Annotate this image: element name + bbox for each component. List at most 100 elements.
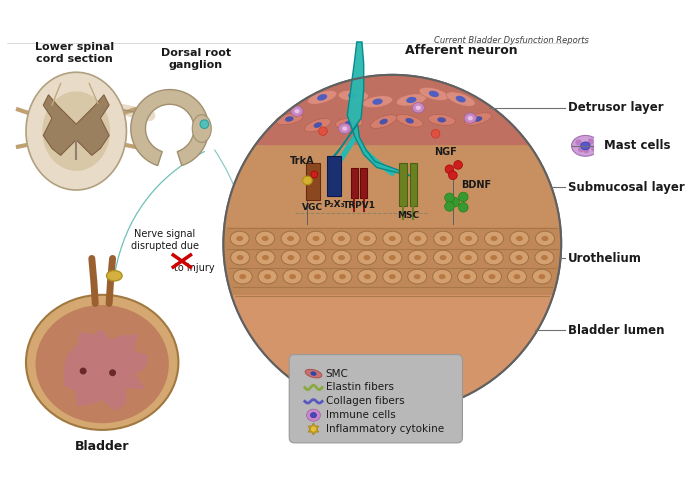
Ellipse shape bbox=[237, 255, 244, 260]
Text: MSC: MSC bbox=[397, 211, 419, 220]
Ellipse shape bbox=[294, 109, 300, 114]
Ellipse shape bbox=[397, 94, 426, 106]
Ellipse shape bbox=[287, 236, 294, 241]
Text: TRPV1: TRPV1 bbox=[343, 201, 376, 210]
Text: Bladder: Bladder bbox=[75, 440, 130, 453]
Ellipse shape bbox=[364, 255, 370, 260]
Ellipse shape bbox=[510, 250, 529, 265]
Ellipse shape bbox=[484, 231, 504, 246]
Ellipse shape bbox=[239, 274, 246, 279]
Circle shape bbox=[453, 160, 462, 169]
Text: Urothelium: Urothelium bbox=[568, 252, 642, 265]
Circle shape bbox=[588, 139, 593, 144]
Ellipse shape bbox=[313, 255, 320, 260]
Ellipse shape bbox=[484, 250, 504, 265]
Ellipse shape bbox=[305, 118, 331, 132]
Text: Mast cells: Mast cells bbox=[604, 140, 671, 152]
Ellipse shape bbox=[305, 369, 322, 378]
Bar bbox=[410, 163, 417, 206]
Text: NGF: NGF bbox=[434, 147, 457, 157]
Ellipse shape bbox=[285, 116, 294, 122]
Polygon shape bbox=[233, 296, 552, 411]
Ellipse shape bbox=[307, 409, 320, 421]
Ellipse shape bbox=[357, 250, 377, 265]
Ellipse shape bbox=[36, 305, 169, 423]
Ellipse shape bbox=[434, 250, 453, 265]
Ellipse shape bbox=[434, 231, 453, 246]
Ellipse shape bbox=[364, 236, 370, 241]
Polygon shape bbox=[225, 146, 560, 228]
Circle shape bbox=[319, 127, 327, 135]
Ellipse shape bbox=[264, 274, 271, 279]
Bar bbox=[306, 163, 320, 199]
Circle shape bbox=[445, 193, 454, 202]
Polygon shape bbox=[131, 89, 209, 166]
Ellipse shape bbox=[311, 412, 316, 418]
Circle shape bbox=[449, 171, 458, 180]
Circle shape bbox=[578, 146, 584, 152]
Ellipse shape bbox=[283, 269, 302, 284]
Ellipse shape bbox=[580, 142, 590, 150]
Ellipse shape bbox=[230, 231, 249, 246]
Text: Bladder lumen: Bladder lumen bbox=[568, 324, 665, 337]
Ellipse shape bbox=[383, 269, 402, 284]
Ellipse shape bbox=[414, 255, 421, 260]
Ellipse shape bbox=[256, 250, 275, 265]
Ellipse shape bbox=[474, 116, 482, 122]
Ellipse shape bbox=[535, 250, 554, 265]
Ellipse shape bbox=[514, 274, 521, 279]
Text: Inflammatory cytokine: Inflammatory cytokine bbox=[326, 424, 444, 434]
Ellipse shape bbox=[262, 255, 269, 260]
Ellipse shape bbox=[571, 135, 600, 156]
Ellipse shape bbox=[408, 250, 427, 265]
Ellipse shape bbox=[333, 269, 352, 284]
Text: BDNF: BDNF bbox=[462, 180, 492, 190]
Circle shape bbox=[445, 202, 454, 211]
Ellipse shape bbox=[26, 295, 178, 430]
Ellipse shape bbox=[317, 94, 327, 100]
Ellipse shape bbox=[535, 231, 554, 246]
Ellipse shape bbox=[464, 113, 491, 125]
Text: Afferent neuron: Afferent neuron bbox=[405, 44, 518, 57]
Ellipse shape bbox=[303, 176, 312, 185]
Polygon shape bbox=[64, 329, 148, 411]
Ellipse shape bbox=[289, 274, 296, 279]
Ellipse shape bbox=[508, 269, 527, 284]
Ellipse shape bbox=[379, 119, 388, 125]
Text: to injury: to injury bbox=[174, 263, 214, 273]
Ellipse shape bbox=[407, 269, 427, 284]
Text: Submucosal layer: Submucosal layer bbox=[568, 181, 685, 194]
Ellipse shape bbox=[276, 113, 303, 125]
Ellipse shape bbox=[338, 236, 345, 241]
Ellipse shape bbox=[307, 250, 326, 265]
Ellipse shape bbox=[291, 106, 303, 116]
Ellipse shape bbox=[532, 269, 552, 284]
Text: SMC: SMC bbox=[326, 369, 348, 379]
Ellipse shape bbox=[465, 255, 472, 260]
Ellipse shape bbox=[43, 91, 110, 171]
Circle shape bbox=[200, 120, 209, 128]
Ellipse shape bbox=[281, 250, 300, 265]
Text: TrkA: TrkA bbox=[290, 156, 315, 166]
Polygon shape bbox=[256, 77, 529, 146]
Ellipse shape bbox=[459, 231, 478, 246]
Circle shape bbox=[591, 145, 597, 152]
Bar bbox=[399, 163, 407, 206]
Ellipse shape bbox=[482, 269, 501, 284]
Circle shape bbox=[80, 368, 86, 374]
Polygon shape bbox=[224, 228, 560, 296]
Ellipse shape bbox=[261, 236, 269, 241]
Ellipse shape bbox=[281, 231, 300, 246]
Text: Lower spinal
cord section: Lower spinal cord section bbox=[35, 42, 114, 64]
Ellipse shape bbox=[433, 269, 451, 284]
Ellipse shape bbox=[440, 236, 447, 241]
Ellipse shape bbox=[429, 91, 439, 97]
Ellipse shape bbox=[230, 250, 250, 265]
Ellipse shape bbox=[332, 231, 351, 246]
Ellipse shape bbox=[439, 274, 446, 279]
Text: VGC: VGC bbox=[302, 203, 323, 212]
Ellipse shape bbox=[236, 236, 243, 241]
Ellipse shape bbox=[192, 114, 211, 142]
Circle shape bbox=[450, 198, 460, 207]
Ellipse shape bbox=[339, 123, 351, 134]
